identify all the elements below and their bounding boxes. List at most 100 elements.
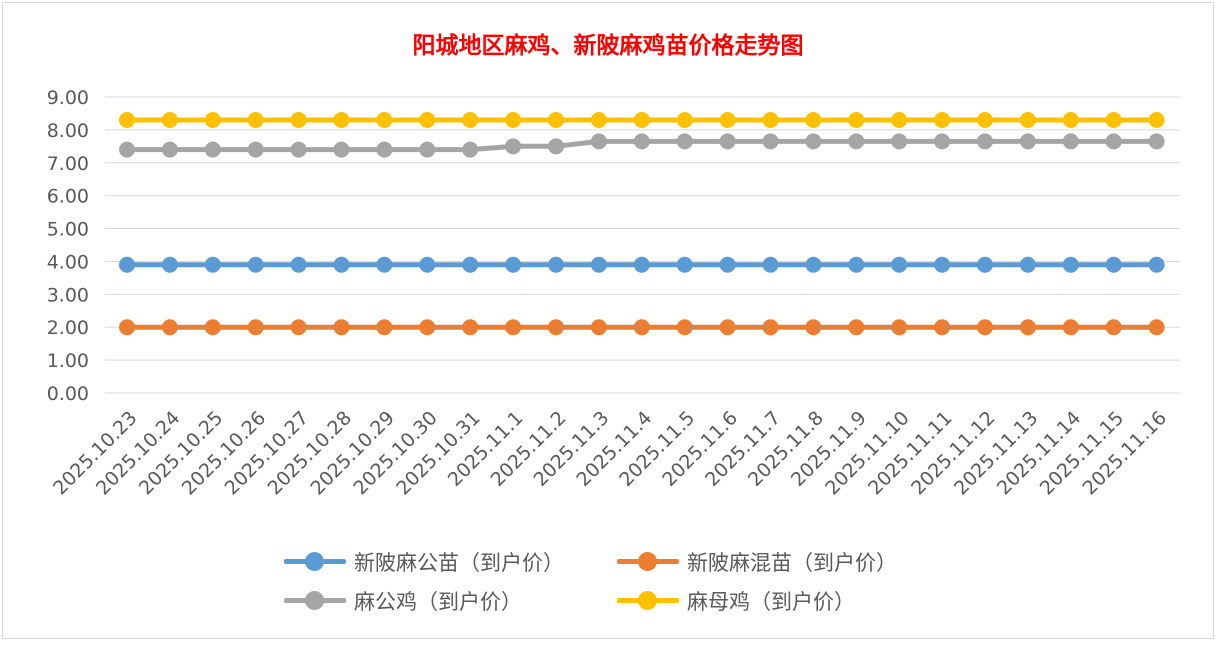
data-point bbox=[977, 112, 993, 129]
data-point bbox=[676, 319, 693, 336]
data-point bbox=[161, 112, 178, 129]
data-point bbox=[1105, 319, 1122, 336]
legend-swatch-icon bbox=[617, 542, 679, 582]
data-point bbox=[1148, 112, 1165, 129]
data-point bbox=[891, 319, 908, 336]
data-point bbox=[204, 141, 221, 158]
data-point bbox=[247, 112, 264, 129]
data-point bbox=[161, 256, 178, 273]
y-tick-label: 2.00 bbox=[47, 317, 89, 339]
legend-item-series-4[interactable]: 麻母鸡（到户价） bbox=[617, 581, 855, 621]
data-point bbox=[1019, 112, 1036, 129]
data-point bbox=[934, 133, 951, 150]
legend-marker bbox=[638, 552, 657, 571]
series-group bbox=[119, 112, 1165, 336]
legend-item-series-3[interactable]: 麻公鸡（到户价） bbox=[284, 581, 522, 621]
data-point bbox=[977, 256, 993, 273]
data-point bbox=[204, 256, 221, 273]
chart-title: 阳城地区麻鸡、新陂麻鸡苗价格走势图 bbox=[412, 33, 804, 59]
legend-swatch-icon bbox=[284, 581, 346, 621]
data-point bbox=[290, 319, 307, 336]
data-point bbox=[719, 112, 736, 129]
data-point bbox=[290, 256, 307, 273]
data-point bbox=[376, 256, 393, 273]
y-tick-label: 3.00 bbox=[47, 284, 89, 306]
data-point bbox=[805, 256, 822, 273]
data-point bbox=[462, 141, 479, 158]
data-point bbox=[119, 256, 135, 273]
data-point bbox=[1105, 256, 1122, 273]
y-tick-label: 1.00 bbox=[47, 350, 89, 372]
data-point bbox=[1062, 133, 1079, 150]
data-point bbox=[762, 256, 779, 273]
data-point bbox=[376, 112, 393, 129]
series-4 bbox=[119, 112, 1165, 129]
data-point bbox=[419, 141, 436, 158]
data-point bbox=[1019, 319, 1036, 336]
data-point bbox=[891, 112, 908, 129]
data-point bbox=[676, 133, 693, 150]
data-point bbox=[719, 256, 736, 273]
data-point bbox=[590, 133, 607, 150]
y-tick-label: 0.00 bbox=[47, 383, 89, 405]
data-point bbox=[290, 112, 307, 129]
data-point bbox=[1148, 133, 1165, 150]
data-point bbox=[1148, 319, 1165, 336]
data-point bbox=[848, 133, 865, 150]
data-point bbox=[762, 319, 779, 336]
data-point bbox=[548, 256, 564, 273]
data-point bbox=[848, 319, 865, 336]
data-point bbox=[204, 319, 221, 336]
data-point bbox=[977, 319, 993, 336]
legend-row: 新陂麻公苗（到户价） 新陂麻混苗（到户价） bbox=[0, 542, 1220, 582]
data-point bbox=[376, 141, 393, 158]
data-point bbox=[676, 112, 693, 129]
data-point bbox=[1105, 112, 1122, 129]
y-tick-label: 6.00 bbox=[47, 186, 89, 208]
series-1 bbox=[119, 256, 1165, 273]
legend-item-series-2[interactable]: 新陂麻混苗（到户价） bbox=[617, 542, 897, 582]
data-point bbox=[891, 133, 908, 150]
legend-swatch-icon bbox=[284, 542, 346, 582]
legend-marker bbox=[305, 552, 324, 571]
data-point bbox=[977, 133, 993, 150]
data-point bbox=[204, 112, 221, 129]
data-point bbox=[891, 256, 908, 273]
legend-label: 新陂麻混苗（到户价） bbox=[687, 551, 897, 575]
data-point bbox=[548, 319, 564, 336]
legend-item-series-1[interactable]: 新陂麻公苗（到户价） bbox=[284, 542, 564, 582]
data-point bbox=[805, 319, 822, 336]
data-point bbox=[1019, 133, 1036, 150]
data-point bbox=[548, 138, 564, 155]
data-point bbox=[1148, 256, 1165, 273]
data-point bbox=[247, 319, 264, 336]
data-point bbox=[590, 256, 607, 273]
data-point bbox=[633, 256, 650, 273]
data-point bbox=[633, 112, 650, 129]
data-point bbox=[1019, 256, 1036, 273]
data-point bbox=[119, 141, 135, 158]
series-2 bbox=[119, 319, 1165, 336]
data-point bbox=[848, 256, 865, 273]
data-point bbox=[1062, 319, 1079, 336]
data-point bbox=[419, 319, 436, 336]
y-tick-label: 4.00 bbox=[47, 251, 89, 273]
y-tick-label: 9.00 bbox=[47, 87, 89, 109]
data-point bbox=[462, 112, 479, 129]
data-point bbox=[633, 319, 650, 336]
y-axis-ticks: 0.00 1.00 2.00 3.00 4.00 5.00 6.00 7.00 8.00 9.00 bbox=[47, 87, 89, 405]
data-point bbox=[247, 141, 264, 158]
y-tick-label: 8.00 bbox=[47, 120, 89, 142]
data-point bbox=[1062, 256, 1079, 273]
data-point bbox=[333, 112, 350, 129]
data-point bbox=[462, 319, 479, 336]
data-point bbox=[633, 133, 650, 150]
data-point bbox=[161, 141, 178, 158]
data-point bbox=[590, 112, 607, 129]
data-point bbox=[676, 256, 693, 273]
data-point bbox=[1105, 133, 1122, 150]
data-point bbox=[333, 256, 350, 273]
data-point bbox=[848, 112, 865, 129]
data-point bbox=[1062, 112, 1079, 129]
